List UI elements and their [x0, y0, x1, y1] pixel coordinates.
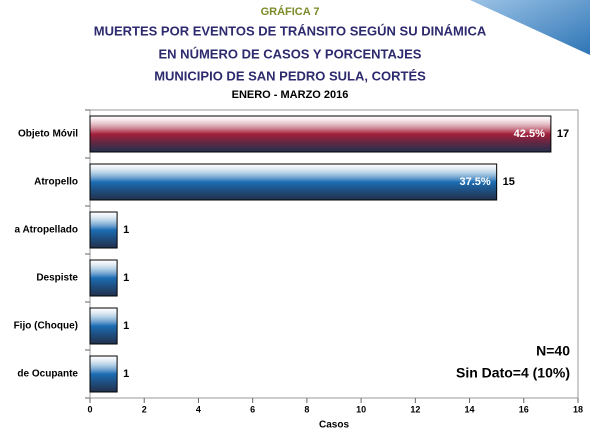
data-label: 1 — [123, 368, 129, 380]
x-tick-label: 12 — [410, 404, 420, 414]
data-label: 1 — [123, 224, 129, 236]
percent-label: 37.5% — [459, 176, 490, 188]
chart-title: MUNICIPIO DE SAN PEDRO SULA, CORTÉS — [154, 68, 426, 83]
bar — [89, 211, 118, 249]
plot-border — [89, 109, 579, 399]
y-tick-label: a Atropellado — [14, 225, 78, 236]
x-tick-label: 14 — [465, 404, 475, 414]
percent-label: 42.5% — [514, 128, 545, 140]
x-tick-label: 6 — [250, 404, 255, 414]
y-tick-label: Atropello — [34, 177, 78, 188]
data-label: 1 — [123, 272, 129, 284]
x-tick-label: 4 — [196, 404, 201, 414]
x-tick-label: 16 — [519, 404, 529, 414]
bar — [89, 163, 498, 201]
bar — [89, 115, 552, 153]
x-tick-label: 18 — [573, 404, 583, 414]
data-label: 1 — [123, 320, 129, 332]
x-axis-label: Casos — [319, 420, 349, 431]
x-tick-label: 2 — [142, 404, 147, 414]
y-tick-label: de Ocupante — [17, 369, 78, 380]
chart-subtitle: ENERO - MARZO 2016 — [232, 89, 349, 101]
data-label: 17 — [557, 128, 569, 140]
y-tick-label: Objeto Móvil — [18, 129, 78, 140]
annotation: Sin Dato=4 (10%) — [456, 365, 570, 381]
chart-title: EN NÚMERO DE CASOS Y PORCENTAJES — [159, 46, 422, 61]
chart-title: MUERTES POR EVENTOS DE TRÁNSITO SEGÚN SU… — [94, 23, 487, 38]
x-tick-label: 8 — [304, 404, 309, 414]
data-label: 15 — [503, 176, 515, 188]
bar — [89, 355, 118, 393]
x-tick-label: 0 — [87, 404, 92, 414]
bar — [89, 307, 118, 345]
x-tick-label: 10 — [356, 404, 366, 414]
chart-kicker: GRÁFICA 7 — [261, 5, 320, 18]
corner-decoration — [470, 0, 590, 55]
y-tick-label: Fijo (Choque) — [14, 321, 78, 332]
annotation: N=40 — [536, 343, 570, 359]
bar — [89, 259, 118, 297]
y-tick-label: Despiste — [36, 273, 78, 284]
